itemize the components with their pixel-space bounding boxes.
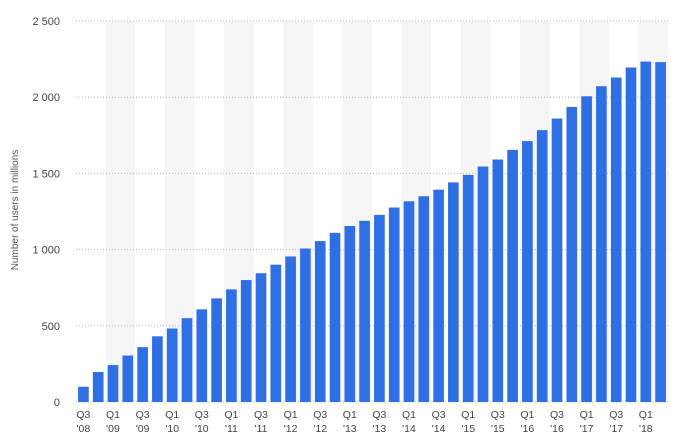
bar [92,371,104,402]
x-tick-label: Q3'11 [254,409,268,435]
y-tick-label: 0 [54,397,60,409]
y-axis-ticks: 0 500 1 000 1 500 2 000 2 500 [32,16,60,409]
bar [462,174,474,402]
bar [507,149,518,402]
bar [522,141,533,403]
bar [329,232,341,402]
x-tick-label: Q1'12 [284,409,298,435]
x-tick-label: Q1'10 [165,409,179,435]
bar [655,62,666,402]
bar [536,130,548,402]
y-tick-label: 2 500 [32,16,60,28]
bar [359,220,370,402]
x-tick-label: Q3'14 [432,409,446,435]
x-tick-label: Q1'18 [639,409,653,435]
bar [403,201,415,402]
bar [300,248,311,402]
x-tick-label: Q1'17 [580,409,594,435]
bar [640,61,652,403]
x-tick-label: Q1'09 [106,409,120,435]
bar [388,207,400,402]
x-axis-ticks: Q3'08 Q1'09 Q3'09 Q1'10 Q3'10 Q1'11 Q3'11 Q1'12… [76,409,653,435]
bar [448,182,459,402]
bar [566,106,578,402]
bar [374,214,385,402]
bar [581,96,592,403]
x-tick-label: Q3'09 [136,409,150,435]
bar [78,386,89,402]
bar [596,86,607,402]
bar [211,298,222,402]
bar [285,256,296,402]
x-tick-label: Q3'17 [609,409,623,435]
x-tick-label: Q1'15 [461,409,475,435]
bar [240,280,252,402]
bar [551,118,563,402]
bar [255,273,267,402]
bar [610,77,622,402]
x-tick-label: Q1'13 [343,409,357,435]
bar [314,241,326,402]
bar [226,289,237,402]
bar [107,365,119,402]
x-tick-label: Q1'14 [402,409,416,435]
bar [492,159,504,402]
bar [625,67,637,403]
x-tick-label: Q1'11 [224,409,238,435]
y-tick-label: 1 500 [32,168,60,180]
background-band [105,21,136,402]
bar [196,309,208,402]
x-tick-label: Q3'12 [313,409,327,435]
bar [181,318,193,402]
bar [122,355,134,402]
y-tick-label: 2 000 [32,92,60,104]
x-tick-label: Q1'16 [520,409,534,435]
bar [418,196,430,402]
x-tick-label: Q3'16 [550,409,564,435]
bar [433,189,444,402]
x-tick-label: Q3'13 [372,409,386,435]
x-tick-label: Q3'10 [195,409,209,435]
y-tick-label: 1 000 [32,245,60,257]
y-tick-label: 500 [42,321,60,333]
y-axis-label: Number of users in millions [10,150,21,271]
x-tick-label: Q3'15 [491,409,505,435]
bar [152,336,163,402]
bar [477,166,489,402]
bar [166,328,178,402]
x-tick-label: Q3'08 [76,409,90,435]
bar [270,264,282,402]
bars [78,61,666,403]
bar [344,225,356,402]
bar [137,347,148,402]
